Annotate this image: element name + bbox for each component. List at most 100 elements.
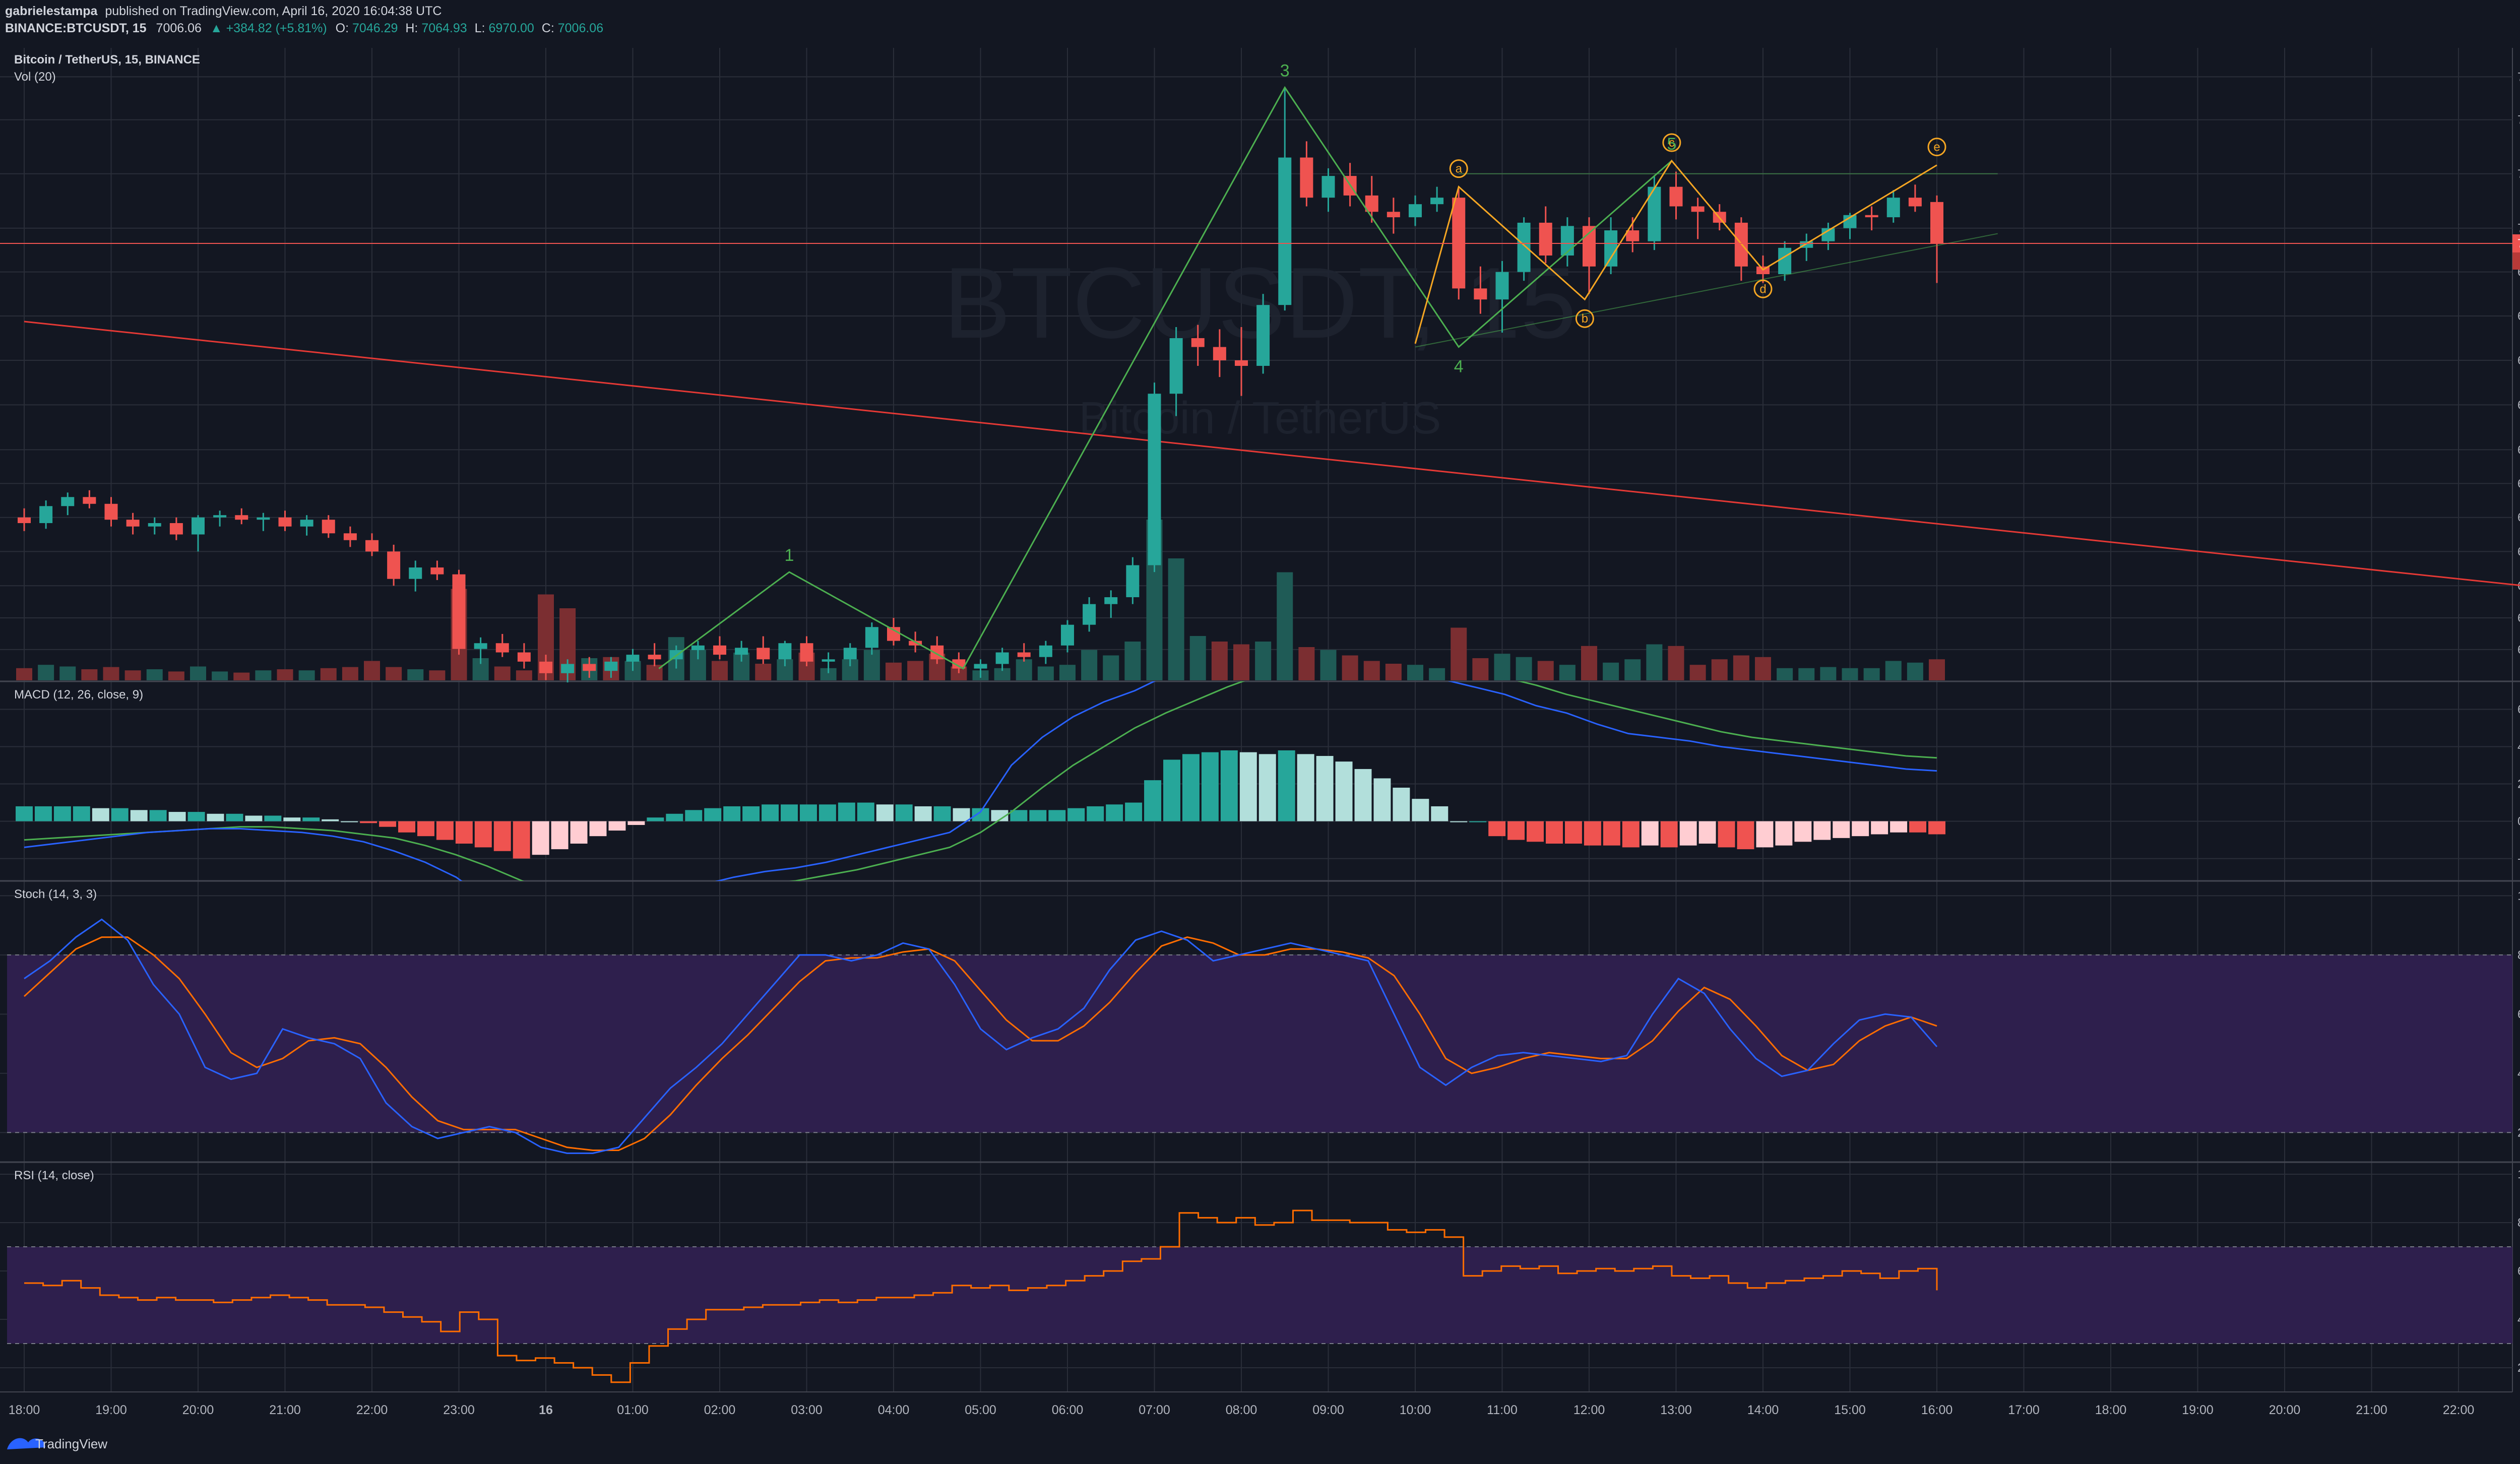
volume-bar: [146, 669, 163, 680]
macd-histogram-bar: [1546, 821, 1563, 844]
volume-bar: [81, 669, 98, 680]
macd-histogram-bar: [914, 806, 932, 821]
macd-histogram-bar: [1852, 821, 1869, 837]
candle-body: [800, 643, 813, 662]
volume-bar: [1429, 668, 1445, 680]
price-axis-label: 6790.00: [2517, 477, 2520, 490]
abcde-wave-label: b: [1582, 312, 1588, 326]
volume-bar: [212, 671, 228, 680]
candle-body: [1300, 157, 1313, 198]
candle-body: [474, 643, 487, 649]
author-name[interactable]: gabrielestampa: [5, 4, 98, 18]
volume-bar: [1472, 658, 1489, 680]
x-tick-label: 12:00: [1573, 1403, 1605, 1417]
candle-body: [1213, 347, 1226, 360]
x-tick-label: 14:00: [1747, 1403, 1779, 1417]
macd-histogram-bar: [1871, 821, 1888, 835]
macd-histogram-bar: [436, 821, 454, 840]
ohlc-o-label: O:: [336, 21, 349, 35]
candle-body: [387, 551, 401, 579]
x-tick-label: 18:00: [9, 1403, 40, 1417]
volume-bar: [755, 664, 772, 680]
volume-bar: [1189, 636, 1206, 680]
candle-body: [691, 645, 705, 650]
macd-histogram-bar: [799, 804, 817, 821]
candle-body: [1365, 195, 1378, 212]
price-pane-title: Bitcoin / TetherUS, 15, BINANCE: [14, 53, 200, 67]
candle-body: [778, 643, 792, 660]
macd-histogram-bar: [1239, 752, 1257, 821]
volume-bar: [1668, 646, 1684, 680]
elliott-wave-label: 3: [1280, 61, 1290, 81]
rsi-axis-label: 20.00: [2517, 1361, 2520, 1375]
candle-body: [974, 664, 987, 669]
price-axis-label: 6672.00: [2517, 611, 2520, 625]
macd-histogram-bar: [379, 821, 397, 827]
stoch-k-line: [24, 918, 1938, 1154]
price-axis-label: 6900.00: [2517, 354, 2520, 367]
volume-bar: [516, 670, 532, 680]
candle-body: [235, 515, 248, 520]
candle-body: [583, 664, 596, 671]
volume-bar: [1798, 668, 1815, 680]
macd-histogram-bar: [513, 821, 530, 859]
abcde-wave-marker: [1449, 159, 1468, 178]
macd-histogram-bar: [1909, 821, 1927, 833]
stoch-pane: 100.00 80.00 60.00 40.00 20.00 Stoch (14, 3, …: [0, 887, 2520, 1154]
macd-histogram-bar: [1163, 759, 1180, 821]
price-axis-label: 6940.00: [2517, 309, 2520, 323]
volume-bar: [1037, 666, 1054, 680]
x-tick-label: 22:00: [2443, 1403, 2475, 1417]
macd-histogram-bar: [1718, 821, 1735, 848]
stoch-axis-label: 40.00: [2517, 1067, 2520, 1080]
x-tick-label: 23:00: [443, 1403, 475, 1417]
stoch-axis-label: 80.00: [2517, 948, 2520, 962]
macd-histogram-bar: [1393, 787, 1410, 821]
candle-body: [1495, 272, 1509, 300]
price-axis-label: 6860.00: [2517, 398, 2520, 412]
price-axis-label: 6980.00: [2517, 266, 2520, 279]
macd-histogram-bar: [1622, 821, 1640, 848]
candle-body: [1191, 338, 1205, 347]
macd-histogram-bar: [264, 815, 282, 821]
volume-bar: [255, 670, 272, 680]
elliott-wave-label: 1: [785, 546, 794, 565]
volume-bar: [233, 672, 250, 680]
header-line-1: gabrielestampa published on TradingView.…: [5, 4, 442, 18]
x-tick-label: 08:00: [1226, 1403, 1257, 1417]
x-tick-label: 18:00: [2095, 1403, 2127, 1417]
price-change: ▲ +384.82 (+5.81%): [210, 21, 327, 35]
volume-bar: [364, 661, 380, 680]
x-tick-label: 10:00: [1400, 1403, 1431, 1417]
macd-histogram-bar: [589, 821, 607, 837]
macd-histogram-bar: [1335, 761, 1353, 821]
macd-axis-label: 40.00: [2517, 740, 2520, 754]
volume-bar: [1689, 665, 1706, 680]
macd-histogram-bar: [551, 821, 569, 850]
volume-bar: [1907, 662, 1923, 680]
x-tick-label: 04:00: [878, 1403, 910, 1417]
price-axis-label: 7070.00: [2517, 167, 2520, 181]
ohlc-c-label: C:: [542, 21, 554, 35]
macd-histogram-bar: [1737, 821, 1754, 850]
x-tick-label: 01:00: [617, 1403, 649, 1417]
macd-histogram-bar: [149, 810, 167, 821]
candle-body: [995, 652, 1009, 664]
volume-bar: [429, 670, 446, 680]
macd-axis-label: 20.00: [2517, 778, 2520, 791]
macd-histogram-bar: [1048, 810, 1066, 821]
macd-histogram-bar: [1431, 806, 1448, 821]
x-tick-label: 20:00: [2269, 1403, 2301, 1417]
tradingview-logo[interactable]: TradingView: [7, 1436, 107, 1451]
candle-body: [1517, 222, 1531, 272]
macd-histogram-bar: [34, 806, 52, 821]
volume-bar: [1103, 655, 1119, 680]
candle-body: [1691, 206, 1705, 212]
rsi-line: [24, 1210, 1938, 1383]
candle-body: [843, 648, 857, 660]
volume-bar: [1385, 664, 1402, 680]
volume-bar: [342, 667, 358, 680]
candle-body: [1669, 186, 1683, 207]
